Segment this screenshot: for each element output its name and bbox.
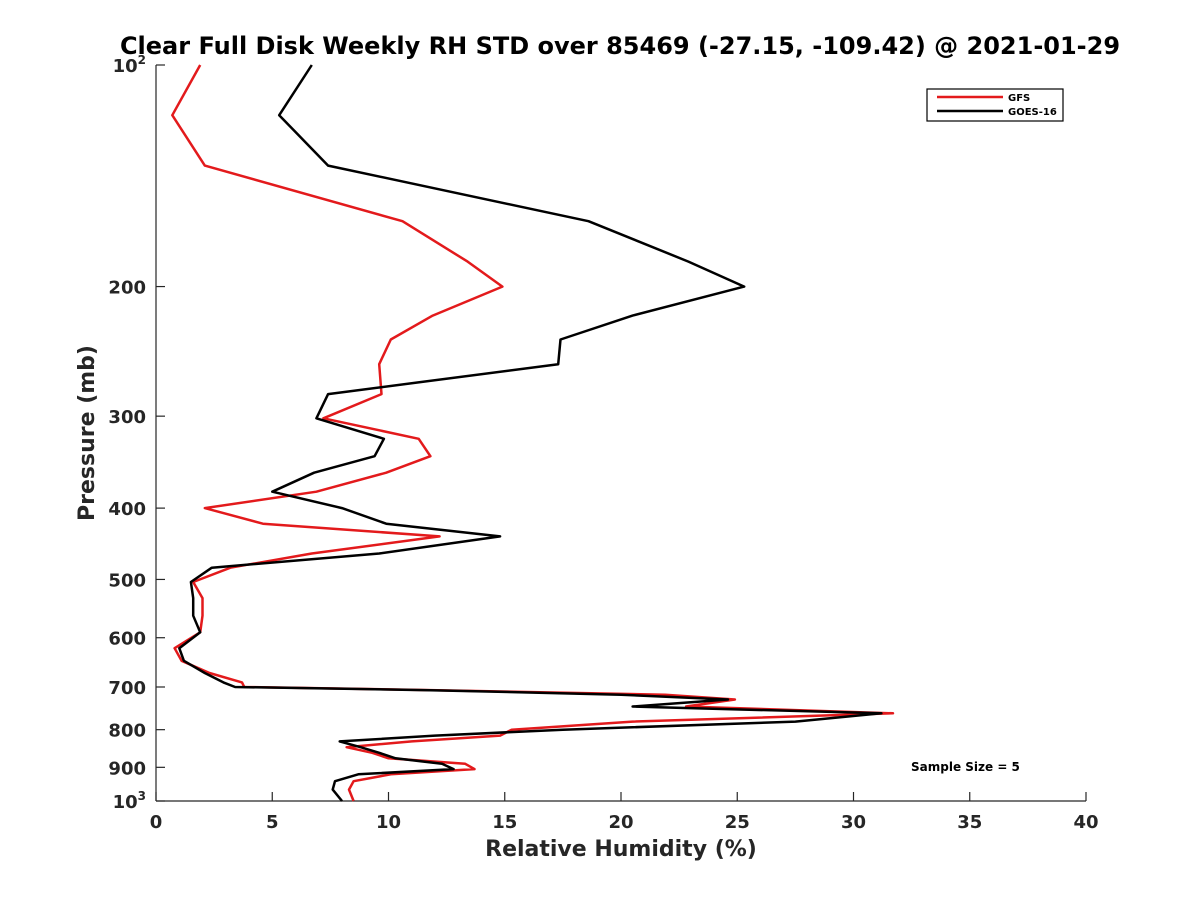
sample-size-annotation: Sample Size = 5 [911, 760, 1020, 774]
legend-box [926, 88, 1064, 122]
x-tick-label: 5 [266, 812, 279, 833]
x-tick-label: 40 [1073, 812, 1098, 833]
y-tick-label: 900 [108, 758, 146, 779]
x-tick-label: 30 [841, 812, 866, 833]
y-tick-label: 102 [113, 53, 146, 77]
series-line-goes16 [178, 64, 883, 802]
x-tick-label: 15 [492, 812, 517, 833]
plot-area [155, 65, 1086, 802]
legend-label-gfs: GFS [1008, 93, 1030, 104]
legend-label-goes16: GOES-16 [1008, 107, 1057, 118]
y-tick-label: 200 [108, 278, 146, 299]
x-tick-label: 35 [957, 812, 982, 833]
x-ticks: 0 5 10 15 20 25 30 35 40 [150, 792, 1099, 833]
series-line-gfs [171, 64, 895, 802]
y-tick-label: 300 [108, 407, 146, 428]
series-lines [171, 64, 895, 802]
y-tick-label: 800 [108, 721, 146, 742]
x-axis-label: Relative Humidity (%) [485, 837, 757, 862]
x-tick-label: 10 [376, 812, 401, 833]
y-ticks: 102 200 300 400 500 600 700 800 900 103 [108, 53, 165, 813]
y-tick-label: 700 [108, 678, 146, 699]
y-tick-label: 500 [108, 570, 146, 591]
x-tick-label: 0 [150, 812, 163, 833]
x-tick-label: 25 [725, 812, 750, 833]
legend: GFS GOES-16 [926, 88, 1064, 122]
y-tick-label: 103 [113, 789, 146, 813]
y-tick-label: 600 [108, 629, 146, 650]
chart-title: Clear Full Disk Weekly RH STD over 85469… [120, 32, 1120, 60]
y-axis-label: Pressure (mb) [75, 345, 100, 521]
x-tick-label: 20 [608, 812, 633, 833]
y-tick-label: 400 [108, 499, 146, 520]
